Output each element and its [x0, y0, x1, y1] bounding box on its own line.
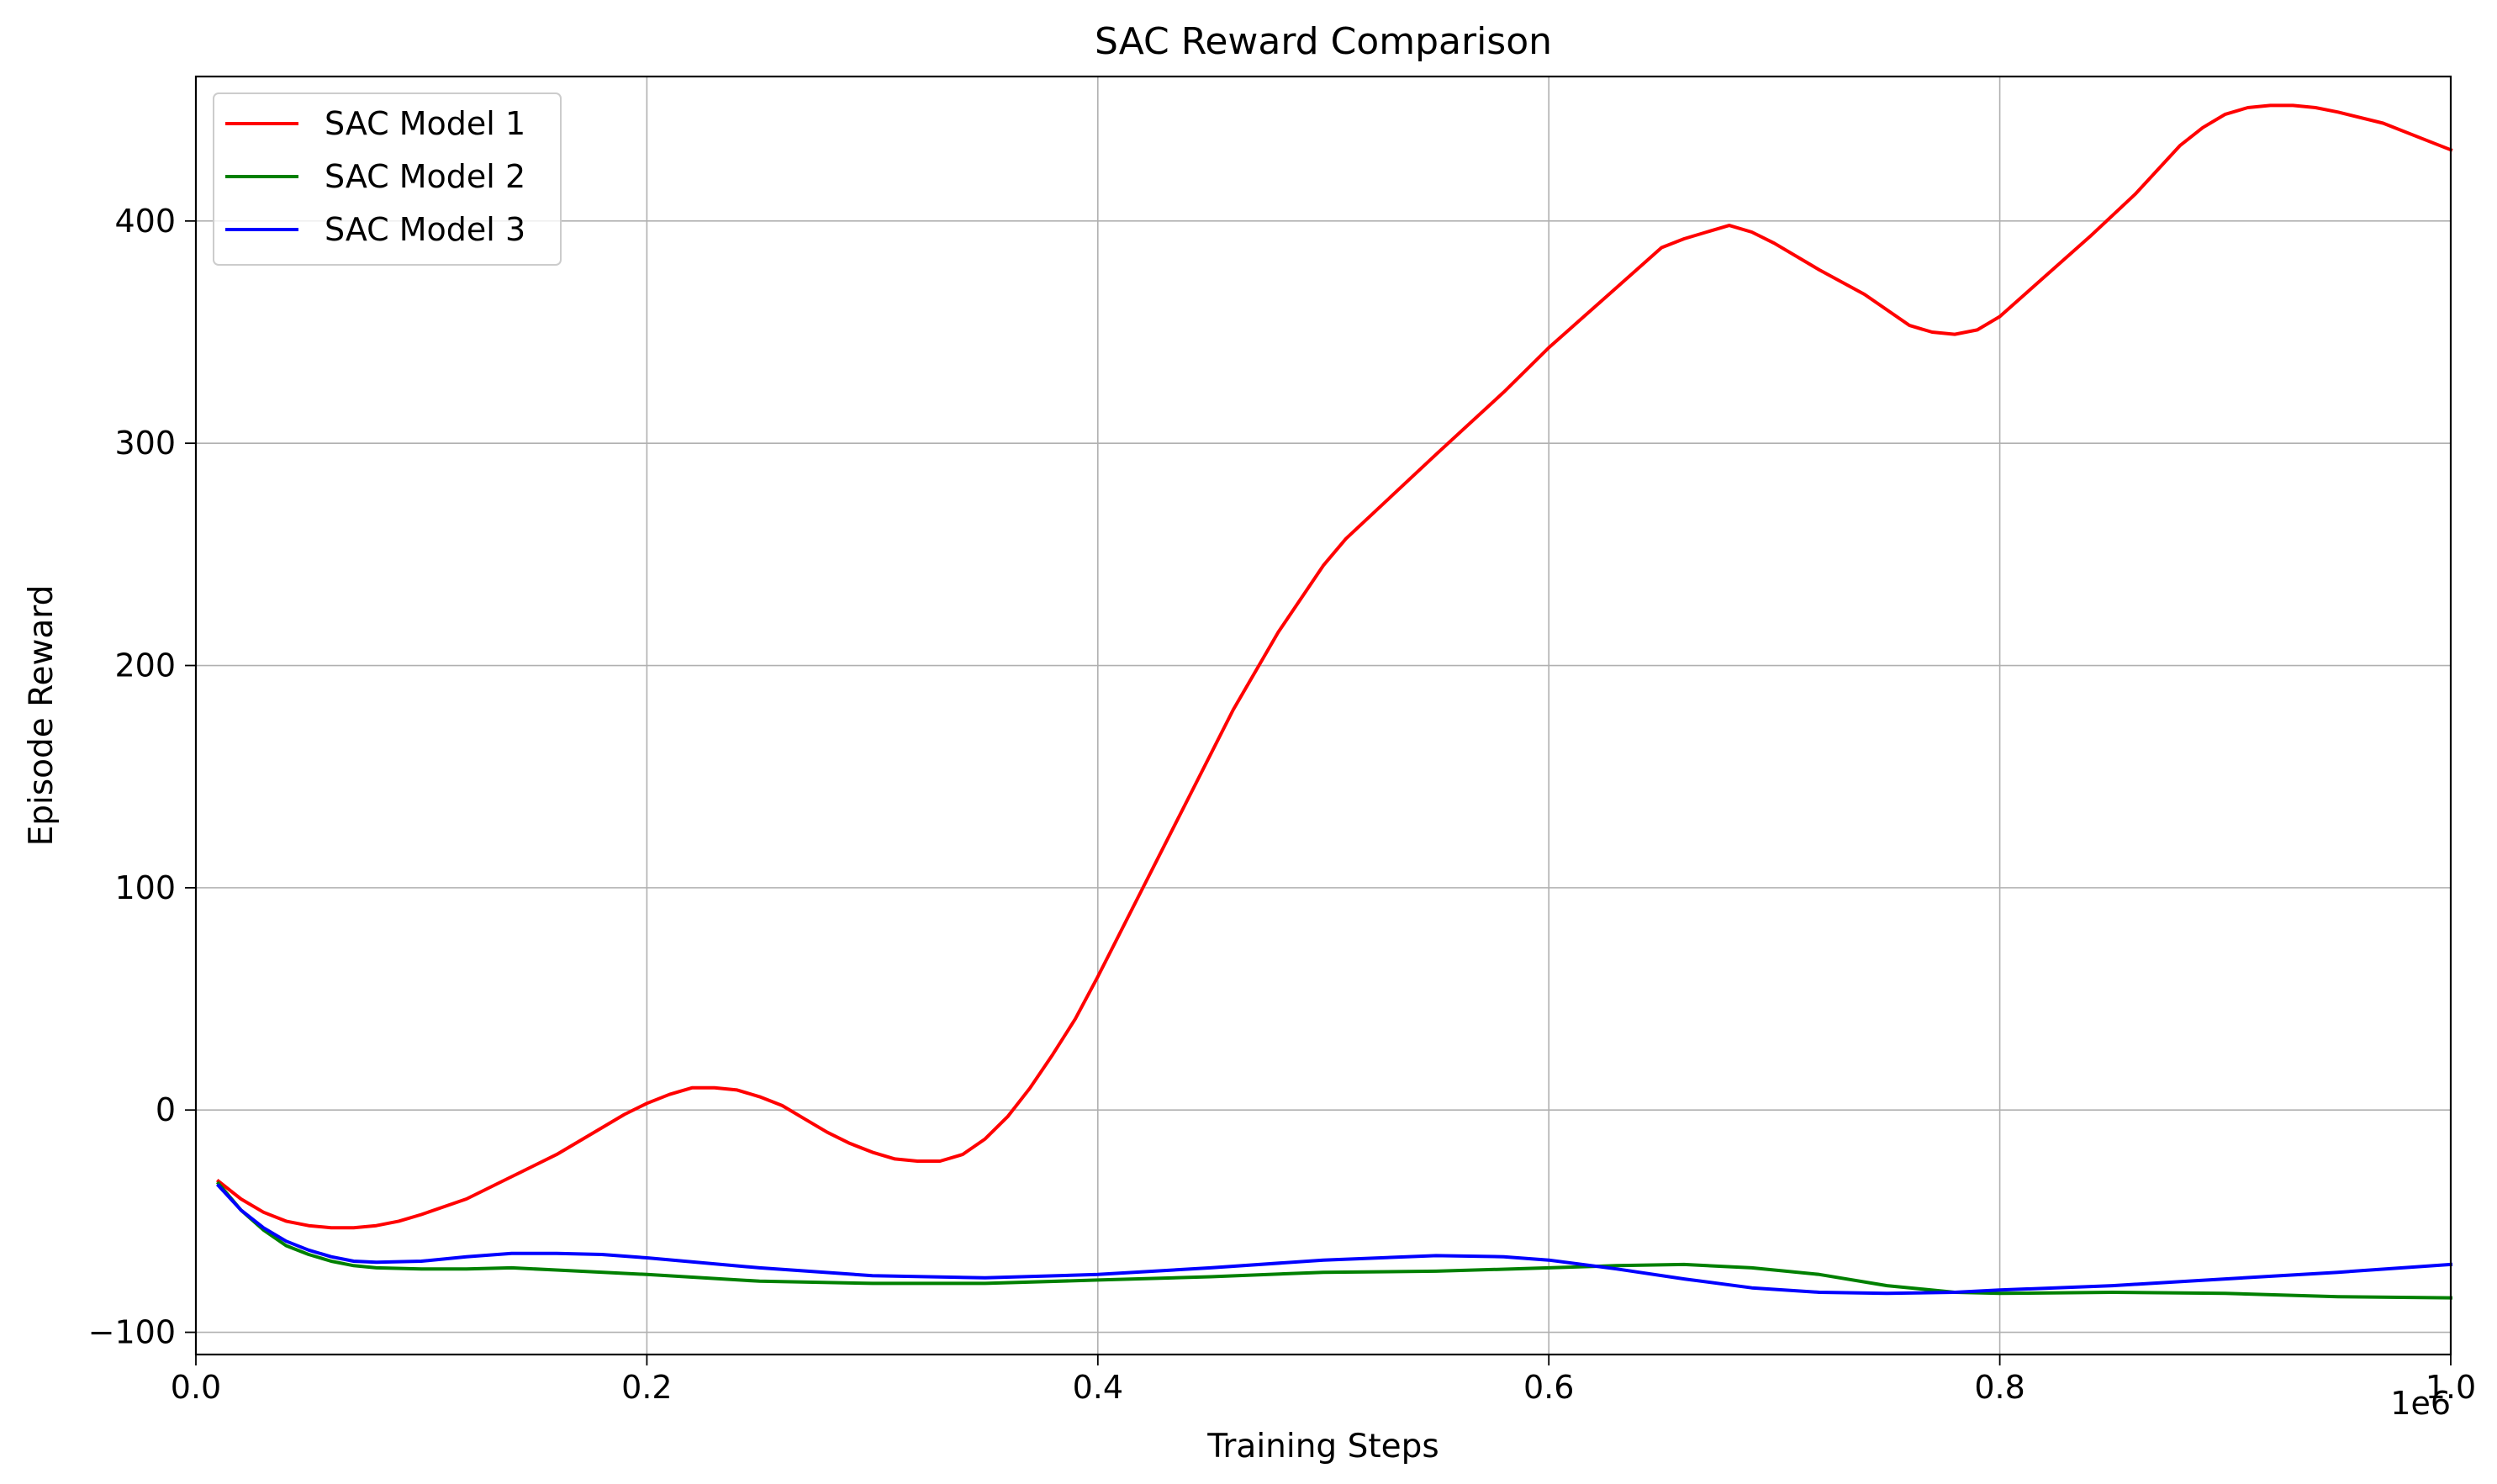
- x-axis-label: Training Steps: [1206, 1428, 1439, 1466]
- grid-lines: [195, 77, 2452, 1355]
- legend-label-3: SAC Model 3: [325, 211, 525, 248]
- legend-label-1: SAC Model 1: [325, 105, 525, 142]
- y-tick-label: 300: [114, 425, 176, 462]
- series-lines: [215, 103, 2453, 1300]
- series-line-1: [215, 103, 2453, 1230]
- y-tick-label: 400: [114, 203, 176, 240]
- y-tick-label: 0: [156, 1091, 176, 1128]
- axis-ticks: 0.0 0.2 0.4 0.6 0.8 1.0 −100 0 100 200 300 400: [88, 203, 2477, 1406]
- legend-box: [213, 92, 562, 266]
- x-tick-label: 0.6: [1523, 1369, 1574, 1406]
- y-tick-label: 200: [114, 647, 176, 684]
- y-axis-label: Episode Reward: [23, 585, 61, 847]
- legend-label-2: SAC Model 2: [325, 158, 525, 195]
- y-tick-label: 100: [114, 869, 176, 906]
- x-axis-offset-text: 1e6: [2390, 1385, 2451, 1422]
- y-tick-label: −100: [88, 1314, 176, 1351]
- x-tick-label: 0.2: [621, 1369, 672, 1406]
- x-tick-label: 1.0: [2426, 1369, 2476, 1406]
- plot-area-frame: [194, 75, 2452, 1356]
- x-tick-label: 0.0: [171, 1369, 221, 1406]
- legend: SAC Model 1 SAC Model 2 SAC Model 3: [213, 92, 562, 266]
- x-tick-label: 0.4: [1073, 1369, 1123, 1406]
- series-line-3: [215, 1183, 2453, 1296]
- chart-title: SAC Reward Comparison: [1095, 20, 1552, 63]
- x-tick-label: 0.8: [1974, 1369, 2025, 1406]
